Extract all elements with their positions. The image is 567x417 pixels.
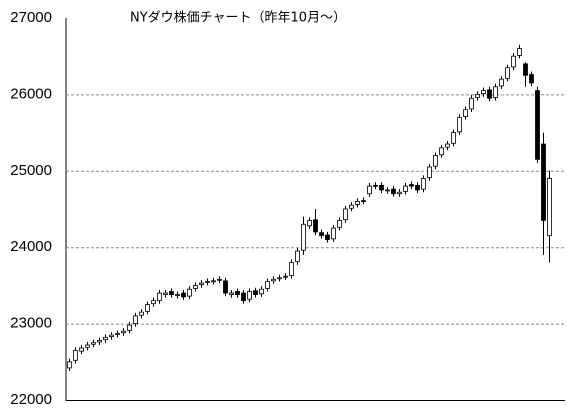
y-tick-label: 22000 (10, 391, 52, 408)
candle-body (271, 278, 276, 282)
candle-body (361, 200, 366, 202)
candle-body (247, 291, 252, 300)
candle-body (97, 340, 102, 343)
candle-body (223, 280, 228, 294)
candle-body (229, 292, 234, 295)
candle-body (463, 109, 468, 117)
candle-body (505, 67, 510, 79)
candle-body (487, 89, 492, 99)
candle-body (421, 178, 426, 190)
chart-title: NYダウ株価チャート（昨年10月～） (130, 11, 346, 26)
y-tick-label: 23000 (10, 315, 52, 332)
candle-body (349, 204, 354, 209)
candle-body (91, 342, 96, 345)
candle-body (241, 292, 246, 302)
candle-body (337, 220, 342, 228)
candle-body (439, 147, 444, 156)
candle-body (115, 333, 120, 335)
candle-body (301, 223, 306, 251)
y-tick-label: 24000 (10, 238, 52, 255)
candle-body (331, 227, 336, 240)
candle-body (295, 250, 300, 263)
candle-body (355, 200, 360, 205)
candle-body (205, 281, 210, 283)
candle-body (481, 90, 486, 95)
candle-body (67, 361, 72, 369)
candle-body (265, 281, 270, 289)
candle-body (313, 219, 318, 233)
candle-body (109, 334, 114, 337)
candle-body (469, 97, 474, 110)
y-tick-label: 26000 (10, 85, 52, 102)
candle-body (169, 291, 174, 295)
candle-body (181, 292, 186, 298)
candle-body (547, 178, 552, 237)
candle-body (217, 278, 222, 281)
candle-body (133, 315, 138, 324)
candle-body (493, 86, 498, 98)
candle-body (85, 344, 90, 348)
candle-body (415, 184, 420, 191)
candle-body (139, 311, 144, 316)
candle-body (151, 300, 156, 305)
candle-body (235, 291, 240, 295)
candle-body (175, 294, 180, 296)
candle-body (541, 143, 546, 221)
candle-body (211, 280, 216, 283)
candle-body (427, 166, 432, 179)
candle-body (121, 330, 126, 334)
candle-body (373, 184, 378, 187)
candle-body (259, 288, 264, 295)
candle-body (325, 234, 330, 240)
candle-body (187, 288, 192, 297)
candle-body (277, 277, 282, 280)
candle-body (367, 185, 372, 195)
candle-body (73, 349, 78, 361)
candle-body (253, 290, 258, 295)
candle-body (319, 232, 324, 237)
candle-body (397, 191, 402, 195)
candle-body (307, 220, 312, 227)
candle-body (523, 63, 528, 76)
candle-body (145, 304, 150, 312)
candle-body (409, 184, 414, 187)
candle-body (199, 282, 204, 286)
candle-body (535, 90, 540, 160)
candle-body (445, 143, 450, 148)
y-tick-label: 25000 (10, 162, 52, 179)
candle-body (343, 208, 348, 221)
candle-body (385, 189, 390, 192)
candle-body (103, 336, 108, 341)
candle-body (403, 185, 408, 192)
candle-body (511, 55, 516, 68)
candle-body (289, 262, 294, 276)
candle-body (391, 188, 396, 195)
candle-body (517, 48, 522, 56)
y-tick-label: 27000 (10, 9, 52, 26)
candle-body (283, 275, 288, 278)
candle-body (157, 292, 162, 302)
candle-body (451, 132, 456, 144)
candle-body (457, 116, 462, 133)
candle-body (475, 94, 480, 98)
candle-body (193, 284, 198, 289)
candle-body (529, 74, 534, 84)
candle-body (127, 324, 132, 331)
candle-body (499, 78, 504, 87)
candle-body (433, 155, 438, 167)
candle-body (163, 292, 168, 295)
candle-body (79, 347, 84, 352)
candle-body (379, 184, 384, 191)
